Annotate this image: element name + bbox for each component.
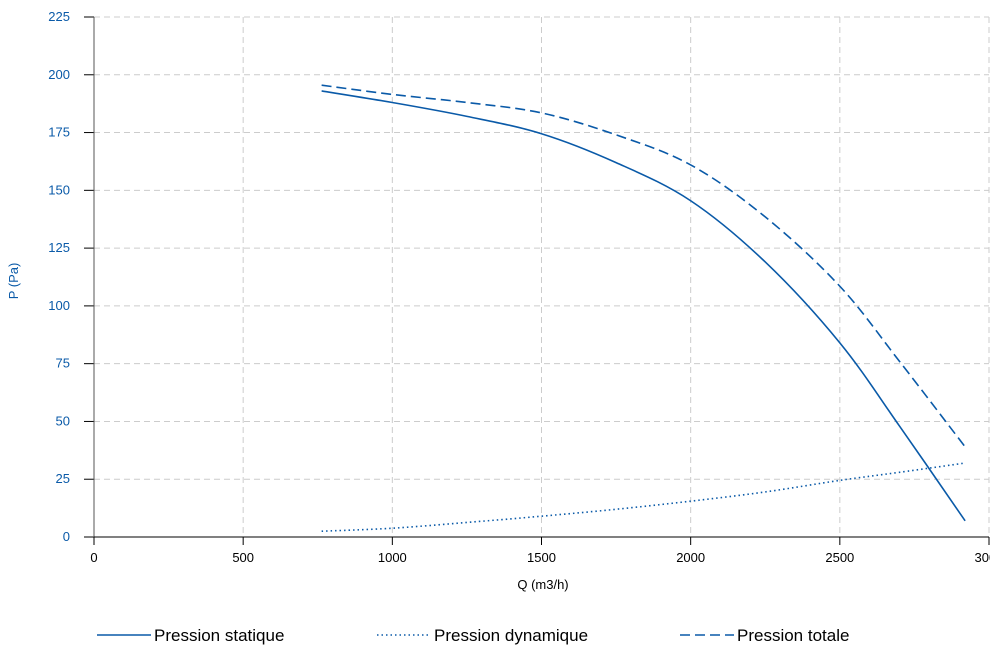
y-tick-label: 125 <box>48 240 70 255</box>
y-tick-label: 100 <box>48 298 70 313</box>
y-tick-label: 50 <box>56 413 70 428</box>
y-tick-label: 25 <box>56 471 70 486</box>
axes: 0 25 50 75 100 125 150 175 200 225 0 500 1000 1500 200… <box>48 9 990 565</box>
series-lines <box>321 84 966 533</box>
y-axis-title: P (Pa) <box>6 263 21 300</box>
y-tick-label: 200 <box>48 67 70 82</box>
series-line-solid <box>321 90 966 522</box>
y-tick-label: 225 <box>48 9 70 24</box>
legend-label: Pression totale <box>737 626 849 645</box>
series-line-dotted <box>321 462 966 533</box>
legend-label: Pression dynamique <box>434 626 588 645</box>
x-tick-label: 2500 <box>825 550 854 565</box>
grid <box>94 16 990 537</box>
x-tick-label: 500 <box>232 550 254 565</box>
y-tick-label: 75 <box>56 356 70 371</box>
series-line-dashed <box>321 84 966 448</box>
x-tick-label: 3000 <box>975 550 990 565</box>
y-tick-label: 0 <box>63 529 70 544</box>
y-tick-label: 175 <box>48 125 70 140</box>
x-tick-label: 1500 <box>527 550 556 565</box>
x-axis-title: Q (m3/h) <box>517 577 568 592</box>
legend: Pression statique Pression dynamique Press… <box>97 626 849 645</box>
x-tick-label: 2000 <box>676 550 705 565</box>
legend-label: Pression statique <box>154 626 284 645</box>
x-tick-label: 1000 <box>378 550 407 565</box>
x-tick-label: 0 <box>90 550 97 565</box>
y-tick-label: 150 <box>48 182 70 197</box>
